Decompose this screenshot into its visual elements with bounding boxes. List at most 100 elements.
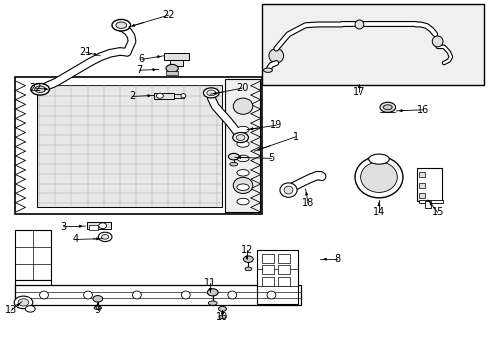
Ellipse shape [218,306,226,311]
Ellipse shape [368,154,388,164]
Text: 16: 16 [416,105,428,115]
Bar [277,254,289,263]
Bar [277,277,289,286]
Text: 3: 3 [61,222,66,232]
Ellipse shape [266,291,275,299]
Bar [224,79,260,212]
Bar [15,280,51,298]
Ellipse shape [156,93,163,98]
Bar [37,85,222,207]
Bar [87,222,111,229]
Ellipse shape [236,198,249,205]
Bar [169,60,183,66]
Ellipse shape [208,301,217,305]
Ellipse shape [93,296,102,302]
Ellipse shape [243,256,253,262]
Ellipse shape [203,88,219,98]
Text: 8: 8 [334,254,340,264]
Bar [261,4,483,85]
Ellipse shape [83,291,92,299]
Ellipse shape [165,64,178,72]
Text: 17: 17 [352,87,365,97]
Ellipse shape [229,162,237,166]
Ellipse shape [263,68,272,72]
Text: 18: 18 [301,198,314,208]
Text: 13: 13 [5,305,18,315]
Text: 6: 6 [139,54,144,64]
Bar [261,265,273,274]
Bar [418,200,442,203]
Ellipse shape [236,126,249,133]
Text: 22: 22 [162,10,175,20]
Ellipse shape [233,177,252,194]
Ellipse shape [431,36,442,47]
Bar [277,265,289,274]
Text: 5: 5 [268,153,274,163]
Ellipse shape [35,86,45,93]
Ellipse shape [236,170,249,176]
Text: 19: 19 [269,120,282,130]
Ellipse shape [102,235,109,239]
Ellipse shape [236,155,249,162]
Ellipse shape [18,299,29,306]
Ellipse shape [354,156,402,198]
Ellipse shape [40,291,48,299]
Bar [173,94,184,98]
Ellipse shape [236,135,244,140]
Ellipse shape [379,102,395,112]
Ellipse shape [99,223,106,229]
Ellipse shape [207,289,218,296]
Ellipse shape [25,306,35,312]
Bar [416,168,441,201]
Ellipse shape [228,153,239,160]
Ellipse shape [284,186,292,194]
Ellipse shape [244,267,251,271]
Ellipse shape [360,162,397,192]
Bar [256,250,298,304]
Bar [166,71,178,75]
Ellipse shape [232,132,248,143]
Ellipse shape [279,183,296,197]
Ellipse shape [233,98,252,114]
Ellipse shape [236,184,249,190]
Ellipse shape [98,232,112,242]
Bar [15,77,261,214]
Ellipse shape [116,22,126,28]
Text: 1: 1 [292,132,298,142]
Text: 14: 14 [372,207,385,217]
Bar [261,277,273,286]
Ellipse shape [181,291,190,299]
Text: 4: 4 [73,234,79,244]
Ellipse shape [268,49,283,63]
Ellipse shape [94,306,102,310]
Ellipse shape [181,94,185,98]
Bar [425,201,430,208]
Bar [15,230,51,280]
Text: 21: 21 [79,47,92,57]
Ellipse shape [206,90,215,96]
Ellipse shape [354,20,363,29]
Bar [89,225,98,230]
Ellipse shape [132,291,141,299]
Text: 7: 7 [136,65,142,75]
Ellipse shape [227,291,236,299]
Ellipse shape [383,105,391,110]
Bar [163,53,189,60]
Ellipse shape [31,84,49,95]
Ellipse shape [14,296,33,309]
Ellipse shape [236,141,249,147]
Ellipse shape [219,315,225,319]
Ellipse shape [112,19,130,31]
Text: 15: 15 [430,207,443,217]
Bar [261,254,273,263]
Bar [15,285,300,305]
Bar [418,183,424,188]
Text: 20: 20 [235,83,248,93]
Text: 11: 11 [203,278,216,288]
Text: 9: 9 [95,305,101,315]
Text: 10: 10 [216,312,228,322]
Text: 12: 12 [240,245,253,255]
Bar [418,193,424,198]
Text: 22: 22 [29,83,42,93]
Bar [154,93,173,99]
